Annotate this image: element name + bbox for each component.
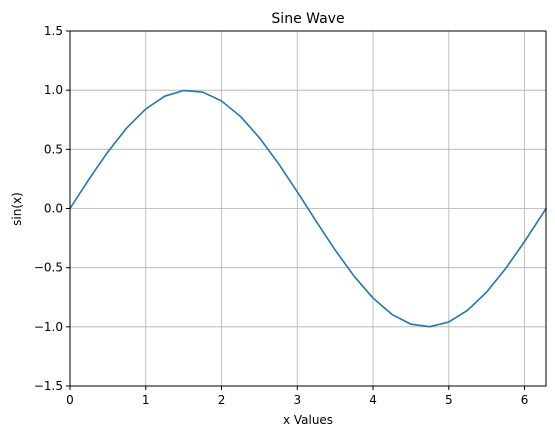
y-tick-label: −1.5 [34, 379, 63, 393]
x-axis-title: x Values [283, 413, 333, 427]
x-tick-label: 1 [142, 393, 150, 407]
y-tick-label: −1.0 [34, 320, 63, 334]
chart-title: Sine Wave [271, 11, 344, 27]
y-tick-label: 1.0 [44, 83, 63, 97]
y-tick-label: 0.5 [44, 142, 63, 156]
ticks-layer: 0 1 2 3 4 5 6 −1.5 −1.0 −0.5 0.0 0.5 1.0 1.5 [34, 24, 529, 407]
y-axis-title: sin(x) [10, 192, 24, 226]
plot-layer [69, 89, 547, 328]
x-tick-label: 0 [66, 393, 74, 407]
x-tick-label: 5 [445, 393, 453, 407]
x-tick-label: 2 [218, 393, 226, 407]
y-tick-label: 0.0 [44, 202, 63, 216]
y-tick-label: −0.5 [34, 261, 63, 275]
series-line-0 [69, 89, 547, 328]
x-tick-label: 4 [369, 393, 377, 407]
x-tick-label: 3 [293, 393, 301, 407]
x-tick-label: 6 [521, 393, 529, 407]
y-tick-label: 1.5 [44, 24, 63, 38]
